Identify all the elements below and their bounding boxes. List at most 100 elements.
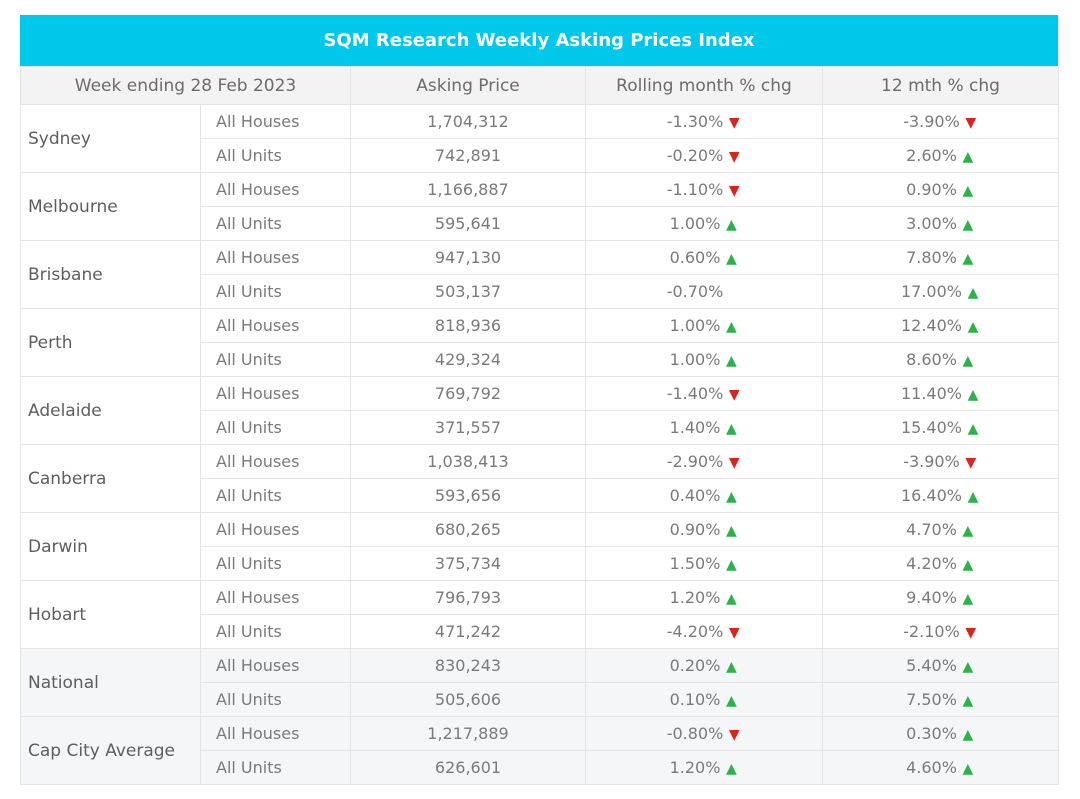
rolling-month-cell: 0.40% ▲ xyxy=(585,478,823,513)
property-type: All Units xyxy=(200,478,351,513)
property-type: All Houses xyxy=(200,376,351,411)
asking-price-cell: 742,891 xyxy=(350,138,586,173)
table-row: Sydney All Houses 1,704,312 -1.30% ▼ -3.90% ▼ xyxy=(20,104,1059,173)
pct-value: 0.90% xyxy=(906,180,957,199)
pct-value: 1.20% xyxy=(669,758,721,777)
triangle-down-icon: ▼ xyxy=(728,727,740,743)
pct-value: 16.40% xyxy=(900,486,962,505)
pct-value: -0.80% xyxy=(666,724,724,743)
triangle-up-icon: ▲ xyxy=(962,761,974,777)
city-name: Perth xyxy=(20,308,201,377)
property-type: All Houses xyxy=(200,240,351,275)
pct-value: 12.40% xyxy=(900,316,962,335)
header-row: Week ending 28 Feb 2023 Asking Price Rol… xyxy=(20,66,1059,105)
asking-price-cell: 830,243 xyxy=(350,648,586,683)
pct-value: 0.60% xyxy=(669,248,721,267)
pct-value: -2.90% xyxy=(666,452,724,471)
rolling-month-cell: -1.40% ▼ xyxy=(585,376,823,411)
twelve-month-cell: 4.70% ▲ xyxy=(822,512,1059,547)
twelve-month-cell: 3.00% ▲ xyxy=(822,206,1059,241)
header-rolling-month: Rolling month % chg xyxy=(585,66,823,105)
property-type: All Units xyxy=(200,614,351,649)
twelve-month-cell: 4.60% ▲ xyxy=(822,750,1059,785)
table-row: Cap City Average All Houses 1,217,889 -0.80… xyxy=(20,716,1059,785)
twelve-month-cell: 8.60% ▲ xyxy=(822,342,1059,377)
pct-value: 2.60% xyxy=(906,146,957,165)
rolling-month-cell: -1.10% ▼ xyxy=(585,172,823,207)
twelve-month-cell: -3.90% ▼ xyxy=(822,444,1059,479)
pct-value: 1.40% xyxy=(669,418,721,437)
asking-price-cell: 1,038,413 xyxy=(350,444,586,479)
triangle-up-icon: ▲ xyxy=(726,761,737,777)
pct-value: 0.10% xyxy=(669,690,721,709)
twelve-month-cell: 0.30% ▲ xyxy=(822,716,1059,751)
asking-price-cell: 626,601 xyxy=(350,750,586,785)
pct-value: 1.20% xyxy=(669,588,721,607)
city-name: Brisbane xyxy=(20,240,201,309)
triangle-up-icon: ▲ xyxy=(726,421,737,437)
pct-value: 11.40% xyxy=(900,384,962,403)
pct-value: -0.70% xyxy=(666,282,724,301)
table-row: All Units 505,606 0.10% ▲ 7.50% ▲ xyxy=(21,682,1059,717)
asking-price-cell: 1,217,889 xyxy=(350,716,586,751)
pct-value: -3.90% xyxy=(903,452,960,471)
twelve-month-cell: 16.40% ▲ xyxy=(822,478,1059,513)
rolling-month-cell: 1.00% ▲ xyxy=(585,206,823,241)
rolling-month-cell: 1.20% ▲ xyxy=(585,580,823,615)
pct-value: 5.40% xyxy=(906,656,957,675)
rolling-month-cell: 0.20% ▲ xyxy=(585,648,823,683)
triangle-up-icon: ▲ xyxy=(962,693,974,709)
property-type: All Units xyxy=(200,410,351,445)
triangle-down-icon: ▼ xyxy=(965,455,977,471)
triangle-down-icon: ▼ xyxy=(728,387,740,403)
table-row: All Units 595,641 1.00% ▲ 3.00% ▲ xyxy=(21,206,1059,241)
twelve-month-cell: 5.40% ▲ xyxy=(822,648,1059,683)
triangle-up-icon: ▲ xyxy=(726,353,737,369)
asking-price-cell: 471,242 xyxy=(350,614,586,649)
asking-price-cell: 375,734 xyxy=(350,546,586,581)
property-type: All Units xyxy=(200,750,351,785)
pct-value: 8.60% xyxy=(906,350,957,369)
twelve-month-cell: 17.00% ▲ xyxy=(822,274,1059,309)
table-row: All Units 375,734 1.50% ▲ 4.20% ▲ xyxy=(21,546,1059,581)
pct-value: 15.40% xyxy=(900,418,962,437)
triangle-up-icon: ▲ xyxy=(962,149,974,165)
triangle-up-icon: ▲ xyxy=(967,285,979,301)
triangle-down-icon: ▼ xyxy=(965,115,977,131)
triangle-down-icon: ▼ xyxy=(728,625,740,641)
table-row: All Units 742,891 -0.20% ▼ 2.60% ▲ xyxy=(21,138,1059,173)
twelve-month-cell: 9.40% ▲ xyxy=(822,580,1059,615)
pct-value: -1.30% xyxy=(666,112,724,131)
twelve-month-cell: 2.60% ▲ xyxy=(822,138,1059,173)
property-type: All Houses xyxy=(200,104,351,139)
property-type: All Units xyxy=(200,206,351,241)
pct-value: -1.40% xyxy=(666,384,724,403)
property-type: All Houses xyxy=(200,444,351,479)
asking-price-cell: 595,641 xyxy=(350,206,586,241)
twelve-month-cell: 7.50% ▲ xyxy=(822,682,1059,717)
asking-price-cell: 796,793 xyxy=(350,580,586,615)
rolling-month-cell: -0.80% ▼ xyxy=(585,716,823,751)
rolling-month-cell: 0.90% ▲ xyxy=(585,512,823,547)
triangle-up-icon: ▲ xyxy=(726,591,737,607)
pct-value: 0.40% xyxy=(669,486,721,505)
pct-value: 17.00% xyxy=(900,282,962,301)
pct-value: 0.30% xyxy=(906,724,957,743)
triangle-up-icon: ▲ xyxy=(967,319,979,335)
pct-value: 4.20% xyxy=(906,554,957,573)
triangle-up-icon: ▲ xyxy=(726,659,737,675)
pct-value: -3.90% xyxy=(903,112,960,131)
triangle-up-icon: ▲ xyxy=(726,251,737,267)
table-row: All Units 429,324 1.00% ▲ 8.60% ▲ xyxy=(21,342,1059,377)
property-type: All Houses xyxy=(200,172,351,207)
table-row: Adelaide All Houses 769,792 -1.40% ▼ 11.40% ▲ xyxy=(20,376,1059,445)
asking-price-cell: 1,166,887 xyxy=(350,172,586,207)
triangle-up-icon: ▲ xyxy=(962,557,974,573)
rolling-month-cell: 0.60% ▲ xyxy=(585,240,823,275)
triangle-up-icon: ▲ xyxy=(726,523,737,539)
property-type: All Houses xyxy=(200,648,351,683)
city-name: Sydney xyxy=(20,104,201,173)
triangle-up-icon: ▲ xyxy=(962,251,974,267)
triangle-up-icon: ▲ xyxy=(967,387,979,403)
triangle-up-icon: ▲ xyxy=(726,489,737,505)
